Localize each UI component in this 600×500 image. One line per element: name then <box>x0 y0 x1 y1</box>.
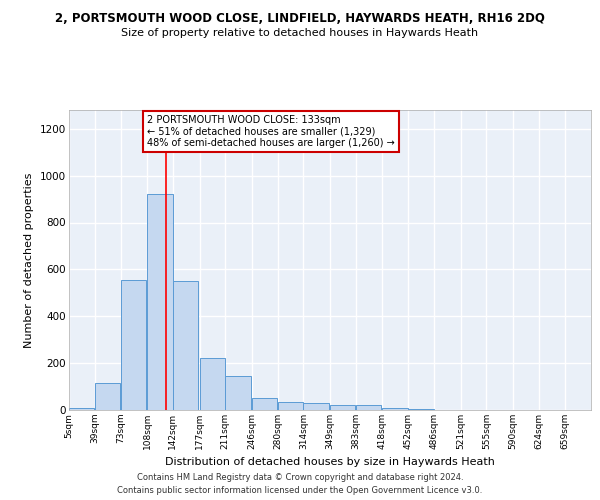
Bar <box>304 403 329 410</box>
Text: Size of property relative to detached houses in Haywards Heath: Size of property relative to detached ho… <box>121 28 479 38</box>
Bar <box>199 358 225 410</box>
Text: Contains public sector information licensed under the Open Government Licence v3: Contains public sector information licen… <box>118 486 482 495</box>
Bar <box>278 402 303 410</box>
X-axis label: Distribution of detached houses by size in Haywards Heath: Distribution of detached houses by size … <box>165 458 495 468</box>
Bar <box>252 398 277 410</box>
Bar <box>69 408 94 410</box>
Text: Contains HM Land Registry data © Crown copyright and database right 2024.: Contains HM Land Registry data © Crown c… <box>137 474 463 482</box>
Bar <box>95 383 120 410</box>
Text: 2 PORTSMOUTH WOOD CLOSE: 133sqm
← 51% of detached houses are smaller (1,329)
48%: 2 PORTSMOUTH WOOD CLOSE: 133sqm ← 51% of… <box>147 114 395 148</box>
Y-axis label: Number of detached properties: Number of detached properties <box>25 172 34 348</box>
Bar <box>330 406 355 410</box>
Bar <box>382 408 408 410</box>
Bar <box>173 281 199 410</box>
Bar <box>121 280 146 410</box>
Bar <box>356 406 381 410</box>
Text: 2, PORTSMOUTH WOOD CLOSE, LINDFIELD, HAYWARDS HEATH, RH16 2DQ: 2, PORTSMOUTH WOOD CLOSE, LINDFIELD, HAY… <box>55 12 545 26</box>
Bar <box>225 376 251 410</box>
Bar <box>147 194 173 410</box>
